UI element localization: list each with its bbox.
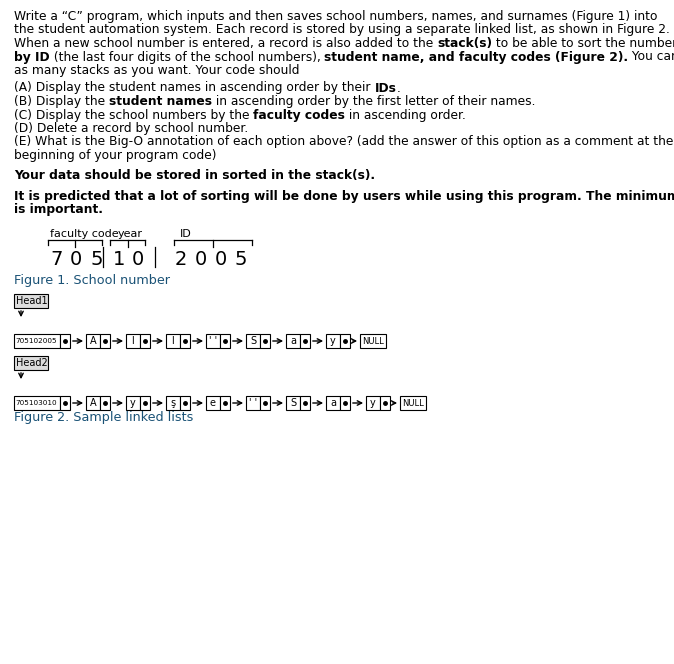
Text: 5: 5 (235, 250, 247, 269)
Text: beginning of your program code): beginning of your program code) (14, 149, 216, 162)
Text: 7: 7 (50, 250, 63, 269)
FancyBboxPatch shape (60, 396, 70, 410)
Text: ş: ş (171, 398, 175, 408)
Text: 5: 5 (90, 250, 102, 269)
Text: 1: 1 (113, 250, 125, 269)
Text: ' ': ' ' (249, 398, 257, 408)
Text: S: S (250, 336, 256, 346)
Text: to be able to sort the numbers: to be able to sort the numbers (492, 37, 674, 50)
FancyBboxPatch shape (140, 396, 150, 410)
FancyBboxPatch shape (400, 396, 426, 410)
Text: Head2: Head2 (16, 358, 48, 368)
FancyBboxPatch shape (14, 334, 60, 348)
Text: student name, and faculty codes (Figure 2).: student name, and faculty codes (Figure … (324, 50, 628, 64)
Text: 705103010: 705103010 (15, 400, 57, 406)
Text: Head1: Head1 (16, 296, 48, 306)
Text: faculty codes: faculty codes (253, 108, 345, 122)
FancyBboxPatch shape (220, 334, 230, 348)
Text: y: y (130, 398, 136, 408)
Text: You can use: You can use (628, 50, 674, 64)
Text: faculty code: faculty code (50, 229, 119, 239)
FancyBboxPatch shape (180, 396, 190, 410)
FancyBboxPatch shape (340, 396, 350, 410)
FancyBboxPatch shape (86, 334, 100, 348)
Text: year: year (118, 229, 143, 239)
Text: (D) Delete a record by school number.: (D) Delete a record by school number. (14, 122, 248, 135)
FancyBboxPatch shape (260, 334, 270, 348)
Text: a: a (290, 336, 296, 346)
FancyBboxPatch shape (206, 334, 220, 348)
FancyBboxPatch shape (260, 396, 270, 410)
Text: (B) Display the: (B) Display the (14, 95, 109, 108)
FancyBboxPatch shape (140, 334, 150, 348)
FancyBboxPatch shape (60, 334, 70, 348)
FancyBboxPatch shape (246, 334, 260, 348)
Text: Figure 2. Sample linked lists: Figure 2. Sample linked lists (14, 411, 193, 424)
FancyBboxPatch shape (14, 294, 48, 308)
Text: in ascending order.: in ascending order. (345, 108, 466, 122)
Text: It is predicted that a lot of sorting will be done by users while using this pro: It is predicted that a lot of sorting wi… (14, 190, 674, 203)
Text: (A) Display the student names in ascending order by their: (A) Display the student names in ascendi… (14, 82, 374, 94)
FancyBboxPatch shape (340, 334, 350, 348)
FancyBboxPatch shape (286, 334, 300, 348)
Text: a: a (330, 398, 336, 408)
Text: l: l (131, 336, 134, 346)
Text: in ascending order by the first letter of their names.: in ascending order by the first letter o… (212, 95, 536, 108)
Text: Your data should be stored in sorted in the stack(s).: Your data should be stored in sorted in … (14, 169, 375, 181)
Text: is important.: is important. (14, 203, 103, 216)
FancyBboxPatch shape (100, 396, 110, 410)
Text: ' ': ' ' (209, 336, 217, 346)
FancyBboxPatch shape (300, 334, 310, 348)
FancyBboxPatch shape (14, 396, 60, 410)
FancyBboxPatch shape (100, 334, 110, 348)
Text: 0: 0 (215, 250, 227, 269)
Text: 705102005: 705102005 (15, 338, 57, 344)
Text: Figure 1. School number: Figure 1. School number (14, 274, 170, 287)
Text: NULL: NULL (402, 398, 424, 408)
Text: .: . (396, 82, 400, 94)
Text: the student automation system. Each record is stored by using a separate linked : the student automation system. Each reco… (14, 23, 670, 37)
FancyBboxPatch shape (366, 396, 380, 410)
Text: (the last four digits of the school numbers),: (the last four digits of the school numb… (50, 50, 324, 64)
Text: y: y (330, 336, 336, 346)
Text: 0: 0 (70, 250, 82, 269)
Text: When a new school number is entered, a record is also added to the: When a new school number is entered, a r… (14, 37, 437, 50)
FancyBboxPatch shape (86, 396, 100, 410)
FancyBboxPatch shape (246, 396, 260, 410)
Text: 2: 2 (175, 250, 187, 269)
Text: e: e (210, 398, 216, 408)
FancyBboxPatch shape (180, 334, 190, 348)
FancyBboxPatch shape (380, 396, 390, 410)
Text: A: A (90, 336, 96, 346)
Text: IDs: IDs (374, 82, 396, 94)
FancyBboxPatch shape (166, 334, 180, 348)
Text: student names: student names (109, 95, 212, 108)
Text: by ID: by ID (14, 50, 50, 64)
Text: Write a “C” program, which inputs and then saves school numbers, names, and surn: Write a “C” program, which inputs and th… (14, 10, 658, 23)
Text: 0: 0 (132, 250, 144, 269)
FancyBboxPatch shape (286, 396, 300, 410)
Text: stack(s): stack(s) (437, 37, 492, 50)
FancyBboxPatch shape (14, 356, 48, 370)
FancyBboxPatch shape (326, 334, 340, 348)
Text: A: A (90, 398, 96, 408)
Text: S: S (290, 398, 296, 408)
FancyBboxPatch shape (126, 396, 140, 410)
Text: l: l (172, 336, 175, 346)
FancyBboxPatch shape (220, 396, 230, 410)
Text: y: y (370, 398, 376, 408)
Text: (C) Display the school numbers by the: (C) Display the school numbers by the (14, 108, 253, 122)
FancyBboxPatch shape (300, 396, 310, 410)
FancyBboxPatch shape (126, 334, 140, 348)
FancyBboxPatch shape (360, 334, 386, 348)
Text: NULL: NULL (362, 337, 384, 345)
Text: as many stacks as you want. Your code should: as many stacks as you want. Your code sh… (14, 64, 299, 77)
FancyBboxPatch shape (166, 396, 180, 410)
Text: 0: 0 (195, 250, 207, 269)
FancyBboxPatch shape (326, 396, 340, 410)
FancyBboxPatch shape (206, 396, 220, 410)
Text: ID: ID (180, 229, 191, 239)
Text: (E) What is the Big-O annotation of each option above? (add the answer of this o: (E) What is the Big-O annotation of each… (14, 135, 673, 149)
